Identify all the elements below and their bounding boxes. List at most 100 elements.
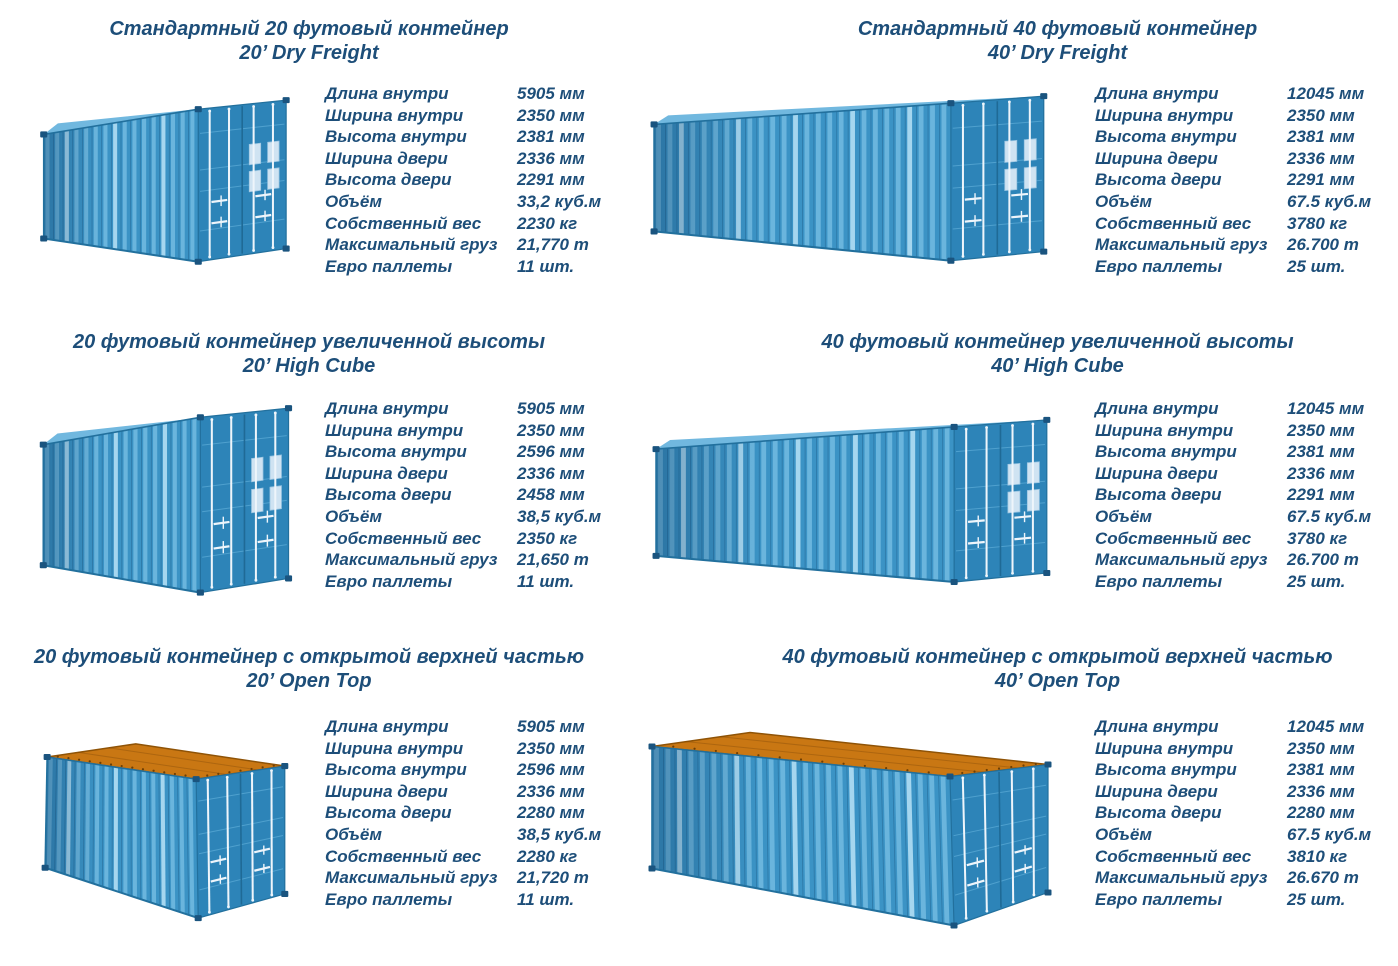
- spec-value: 5905 мм: [517, 717, 585, 736]
- spec-row: Ширина внутри 2350 мм: [325, 738, 620, 760]
- spec-label: Высота внутри: [1095, 760, 1237, 780]
- spec-row: Собственный вес 3810 кг: [1095, 846, 1390, 868]
- spec-row: Собственный вес 2230 кг: [325, 213, 620, 235]
- spec-value: 67.5 куб.м: [1287, 191, 1372, 211]
- panel-title: Стандартный 40 футовый контейнер 40’ Dry…: [745, 17, 1370, 65]
- spec-label: Ширина двери: [1095, 148, 1218, 168]
- spec-table: Длина внутри 12045 мм Ширина внутри 2350 мм…: [1095, 716, 1390, 910]
- spec-value: 21,770 т: [517, 235, 589, 255]
- spec-row: Объём 38,5 куб.м: [325, 824, 620, 846]
- spec-label: Собственный вес: [325, 528, 482, 548]
- spec-table: Длина внутри 5905 мм Ширина внутри 2350 мм В…: [325, 83, 620, 277]
- panel-title: Стандартный 20 футовый контейнер 20’ Dry…: [0, 17, 618, 65]
- spec-label: Ширина внутри: [1095, 420, 1234, 440]
- spec-label: Высота двери: [1095, 803, 1222, 823]
- spec-row: Высота двери 2280 мм: [325, 802, 620, 824]
- spec-label: Собственный вес: [325, 213, 482, 233]
- spec-value: 2336 мм: [1287, 781, 1355, 801]
- panel-title-ru: Стандартный 40 футовый контейнер: [857, 18, 1258, 40]
- spec-label: Собственный вес: [1095, 846, 1252, 866]
- spec-row: Максимальный груз 21,650 т: [325, 549, 620, 571]
- spec-value: 5905 мм: [517, 399, 585, 418]
- panel-title-ru: 20 футовый контейнер с открытой верхней …: [33, 646, 585, 668]
- spec-value: 2336 мм: [517, 148, 585, 168]
- spec-label: Ширина внутри: [325, 105, 464, 125]
- spec-label: Ширина двери: [325, 148, 448, 168]
- spec-row: Максимальный груз 21,770 т: [325, 234, 620, 256]
- spec-row: Собственный вес 2280 кг: [325, 846, 620, 868]
- spec-row: Ширина двери 2336 мм: [325, 463, 620, 485]
- spec-row: Высота двери 2291 мм: [1095, 169, 1390, 191]
- spec-row: Евро паллеты 25 шт.: [1095, 256, 1390, 278]
- spec-label: Ширина двери: [1095, 463, 1218, 483]
- spec-value: 2336 мм: [1287, 463, 1355, 483]
- spec-label: Ширина двери: [325, 463, 448, 483]
- spec-row: Максимальный груз 26.700 т: [1095, 549, 1390, 571]
- spec-row: Евро паллеты 11 шт.: [325, 256, 620, 278]
- spec-row: Объём 67.5 куб.м: [1095, 506, 1390, 528]
- spec-value: 2381 мм: [1287, 760, 1355, 780]
- spec-label: Собственный вес: [1095, 528, 1252, 548]
- spec-row: Длина внутри 12045 мм: [1095, 398, 1390, 420]
- container-illustration-40ft-dry-freight: [646, 86, 1070, 288]
- spec-row: Высота внутри 2596 мм: [325, 759, 620, 781]
- spec-value: 38,5 куб.м: [517, 824, 602, 844]
- spec-row: Евро паллеты 25 шт.: [1095, 889, 1390, 911]
- spec-row: Ширина внутри 2350 мм: [1095, 420, 1390, 442]
- spec-table: Длина внутри 5905 мм Ширина внутри 2350 мм В…: [325, 716, 620, 910]
- spec-label: Высота двери: [325, 803, 452, 823]
- spec-value: 2336 мм: [1287, 148, 1355, 168]
- spec-row: Евро паллеты 11 шт.: [325, 571, 620, 593]
- spec-label: Евро паллеты: [1095, 256, 1223, 276]
- container-illustration-40ft-open-top: [640, 716, 1060, 946]
- spec-label: Высота внутри: [1095, 127, 1237, 147]
- spec-row: Евро паллеты 11 шт.: [325, 889, 620, 911]
- panel-title: 20 футовый контейнер с открытой верхней …: [0, 645, 618, 693]
- spec-label: Максимальный груз: [1095, 550, 1268, 570]
- spec-row: Высота внутри 2381 мм: [1095, 126, 1390, 148]
- spec-value: 2280 кг: [517, 846, 578, 866]
- spec-value: 38,5 куб.м: [517, 506, 602, 526]
- spec-row: Ширина двери 2336 мм: [325, 148, 620, 170]
- spec-row: Ширина двери 2336 мм: [1095, 463, 1390, 485]
- spec-label: Объём: [325, 824, 382, 844]
- spec-label: Евро паллеты: [1095, 889, 1223, 909]
- spec-row: Ширина внутри 2350 мм: [1095, 105, 1390, 127]
- spec-value: 3780 кг: [1287, 528, 1348, 548]
- spec-label: Ширина внутри: [1095, 738, 1234, 758]
- spec-label: Евро паллеты: [325, 889, 453, 909]
- spec-row: Высота двери 2291 мм: [325, 169, 620, 191]
- panel-title-ru: Стандартный 20 футовый контейнер: [109, 18, 509, 40]
- spec-label: Максимальный груз: [1095, 868, 1268, 888]
- spec-row: Объём 38,5 куб.м: [325, 506, 620, 528]
- spec-row: Объём 33,2 куб.м: [325, 191, 620, 213]
- panel-title-ru: 40 футовый контейнер с открытой верхней …: [782, 646, 1333, 668]
- spec-value: 3780 кг: [1287, 213, 1348, 233]
- spec-value: 2291 мм: [1287, 485, 1355, 505]
- spec-row: Длина внутри 12045 мм: [1095, 716, 1390, 738]
- spec-label: Ширина двери: [325, 781, 448, 801]
- spec-value: 2280 мм: [517, 803, 585, 823]
- spec-value: 25 шт.: [1287, 889, 1346, 909]
- spec-value: 67.5 куб.м: [1287, 824, 1372, 844]
- panel-title-en: 40’ High Cube: [991, 355, 1124, 377]
- spec-value: 2291 мм: [1287, 170, 1355, 190]
- spec-value: 25 шт.: [1287, 256, 1346, 276]
- spec-value: 2381 мм: [1287, 442, 1355, 462]
- spec-row: Ширина внутри 2350 мм: [1095, 738, 1390, 760]
- spec-value: 21,720 т: [517, 868, 589, 888]
- spec-value: 33,2 куб.м: [517, 191, 602, 211]
- spec-label: Высота внутри: [325, 127, 467, 147]
- panel-title-ru: 20 футовый контейнер увеличенной высоты: [72, 331, 546, 353]
- spec-label: Объём: [325, 191, 382, 211]
- spec-row: Ширина внутри 2350 мм: [325, 105, 620, 127]
- spec-value: 12045 мм: [1287, 717, 1365, 736]
- spec-row: Ширина двери 2336 мм: [1095, 148, 1390, 170]
- spec-label: Длина внутри: [1095, 84, 1219, 103]
- panel-title-en: 20’ Dry Freight: [239, 42, 379, 64]
